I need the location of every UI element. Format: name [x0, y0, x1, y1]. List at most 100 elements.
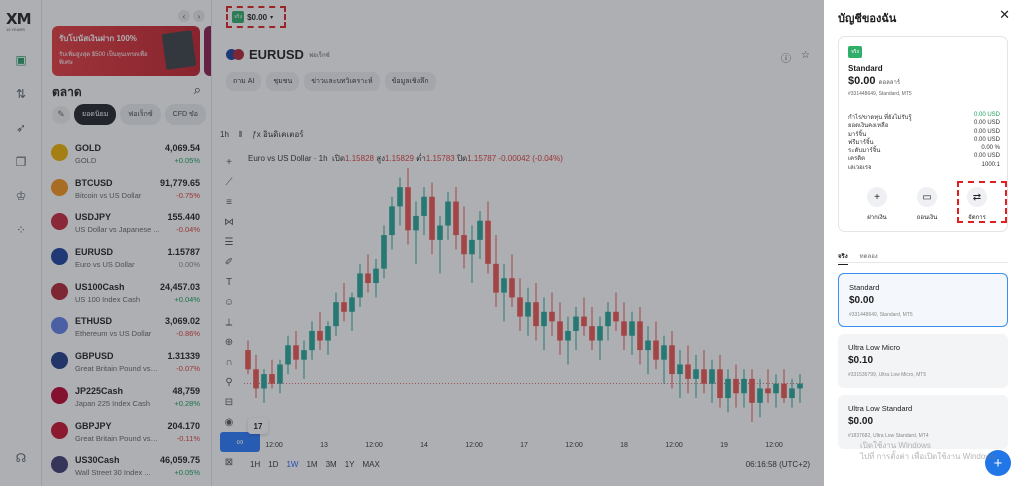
copy-icon[interactable]: ❐ [15, 155, 27, 169]
manage-button[interactable]: ⇄ จัดการ [957, 187, 997, 222]
tab-ask-ai[interactable]: ถาม AI [226, 72, 262, 91]
symbol-tabs: ถาม AI ชุมชน ข่าวและบทวิเคราะห์ ข้อมูลเช… [226, 72, 436, 91]
market-row[interactable]: USDJPY US Dollar vs Japanese ... 155.440… [42, 205, 211, 240]
asset-name: Japan 225 Index Cash [75, 398, 151, 408]
market-row[interactable]: ETHUSD Ethereum vs US Dollar 3,069.02 -0… [42, 309, 211, 344]
candles-icon[interactable]: ⫴ [238, 129, 243, 139]
market-row[interactable]: US100Cash US 100 Index Cash 24,457.03 +0… [42, 275, 211, 310]
plus-icon: + [867, 187, 887, 207]
eurusd-flags-icon [226, 48, 244, 61]
add-account-button[interactable]: + [985, 450, 1011, 476]
brush-icon[interactable]: ✐ [224, 256, 234, 268]
market-row[interactable]: BTCUSD Bitcoin vs US Dollar 91,779.65 -0… [42, 171, 211, 206]
tradingview-logo[interactable]: 17 [248, 418, 268, 434]
range-1y[interactable]: 1Y [344, 460, 355, 469]
xm-logo[interactable]: XM 15 YEARS [6, 10, 31, 32]
x-tick-label: 12:00 [465, 442, 483, 449]
pattern-icon[interactable]: ⋈ [224, 216, 234, 228]
tab-insights[interactable]: ข้อมูลเชิงลึก [384, 72, 436, 91]
range-1w[interactable]: 1W [286, 460, 299, 469]
market-row[interactable]: GBPJPY Great Britain Pound vs J... 204.1… [42, 414, 211, 449]
promo-nav: ‹ › [178, 10, 205, 22]
candle [245, 340, 251, 375]
asset-name: GOLD [75, 156, 97, 165]
promo-next-button[interactable]: › [193, 10, 205, 22]
horizontal-line-icon[interactable]: ≡ [226, 196, 232, 208]
lock-icon[interactable]: ⊟ [224, 396, 234, 408]
emoji-icon[interactable]: ☺ [223, 296, 235, 308]
crosshair-icon[interactable]: + [226, 156, 232, 168]
zoom-in-icon[interactable]: ⊕ [224, 336, 234, 348]
edit-icon[interactable]: ✎ [52, 105, 70, 124]
candle [629, 311, 635, 355]
asset-symbol: EURUSD [75, 247, 114, 258]
account-card-ultra-low-micro[interactable]: Ultra Low Micro $0.10 #331536799, Ultra Lo… [838, 334, 1008, 388]
magnet-icon[interactable]: ∩ [225, 356, 233, 368]
account-card-standard[interactable]: Standard $0.00 #331448649, Standard, MT5 [838, 273, 1008, 327]
range-1d[interactable]: 1D [268, 460, 279, 469]
text-icon[interactable]: T [225, 276, 233, 288]
tab-community[interactable]: ชุมชน [266, 72, 300, 91]
close-icon[interactable]: ✕ [999, 7, 1010, 22]
support-icon[interactable]: ☊ [15, 451, 27, 465]
star-icon[interactable]: ☆ [801, 50, 810, 61]
asset-price: 155.440 [167, 212, 200, 223]
link-icon[interactable]: ∞ [220, 432, 260, 452]
asset-icon [51, 352, 68, 370]
promo-banner[interactable]: รับโบนัสเงินฝาก 100% รับเพิ่มสูงสุด $500… [52, 26, 200, 76]
account-card-ultra-low-standard[interactable]: Ultra Low Standard $0.00 #1837682, Ultra L… [838, 395, 1008, 449]
ruler-icon[interactable]: ⟂ [225, 316, 233, 328]
candle [269, 359, 275, 389]
candle [477, 211, 483, 260]
tab-popular[interactable]: ยอดนิยม [74, 104, 117, 125]
tab-real[interactable]: จริง [838, 251, 848, 265]
trophy-icon[interactable]: ♔ [15, 189, 27, 203]
tab-forex[interactable]: ฟอเร็กซ์ [120, 104, 161, 125]
apps-icon[interactable]: ⁘ [15, 223, 27, 237]
balance-button[interactable]: จริง $0.00 ▾ [226, 6, 286, 28]
market-row[interactable]: GBPUSD Great Britain Pound vs U... 1.313… [42, 344, 211, 379]
asset-symbol: GBPJPY [75, 420, 112, 431]
range-3m[interactable]: 3M [325, 460, 337, 469]
market-row[interactable]: EURUSD Euro vs US Dollar 1.15787 0.00% [42, 240, 211, 275]
withdraw-button[interactable]: ▭ ถอนเงิน [907, 187, 947, 222]
tab-news[interactable]: ข่าวและบทวิเคราะห์ [304, 72, 380, 91]
candle [693, 354, 699, 399]
transfer-icon[interactable]: ⇅ [15, 87, 27, 101]
asset-price: 48,759 [172, 385, 200, 396]
info-icon[interactable]: ⓘ [781, 54, 792, 65]
chart-icon[interactable]: ▣ [15, 53, 27, 67]
range-max[interactable]: MAX [362, 460, 380, 469]
candle [797, 374, 803, 403]
asset-symbol: GOLD [75, 143, 101, 153]
range-1h[interactable]: 1H [250, 460, 261, 469]
promo-banner-next[interactable] [204, 26, 211, 76]
deposit-button[interactable]: + ฝากเงิน [857, 187, 897, 222]
search-icon[interactable]: ⌕ [193, 82, 201, 97]
trash-icon[interactable]: ⊠ [224, 456, 234, 468]
eye-icon[interactable]: ◉ [224, 416, 234, 428]
x-tick-label: 12:00 [765, 442, 783, 449]
tab-demo[interactable]: ทดลอง [859, 254, 878, 260]
market-row[interactable]: US30Cash Wall Street 30 Index ... 46,059… [42, 448, 211, 483]
fib-icon[interactable]: ☰ [224, 236, 234, 248]
tab-cfd[interactable]: CFD ข๋อ [164, 104, 206, 125]
x-tick-label: 14 [420, 442, 428, 449]
indicators-button[interactable]: ƒx อินดิเคเตอร์ [252, 130, 304, 139]
account-metrics: กำไร/ขาดทุน ที่ยังไม่รับรู้ 0.00 USD ยอดเง… [848, 112, 1000, 171]
trendline-icon[interactable]: ⟋ [225, 176, 233, 188]
candle [701, 350, 707, 394]
asset-change: 0.00% [178, 260, 200, 270]
market-row[interactable]: GOLD GOLD 4,069.54 +0.05% [42, 136, 211, 171]
candle [405, 168, 411, 245]
asset-change: +0.05% [174, 468, 200, 478]
promo-prev-button[interactable]: ‹ [178, 10, 190, 22]
range-1m[interactable]: 1M [306, 460, 318, 469]
x-tick-label: 18 [620, 442, 628, 449]
candlestick-chart[interactable] [244, 160, 814, 440]
lock-drawing-icon[interactable]: ⚲ [225, 376, 233, 388]
interval-select[interactable]: 1h [220, 130, 229, 139]
rocket-icon[interactable]: ➶ [15, 121, 27, 135]
market-row[interactable]: JP225Cash Japan 225 Index Cash 48,759 +0… [42, 379, 211, 414]
candle [565, 316, 571, 365]
